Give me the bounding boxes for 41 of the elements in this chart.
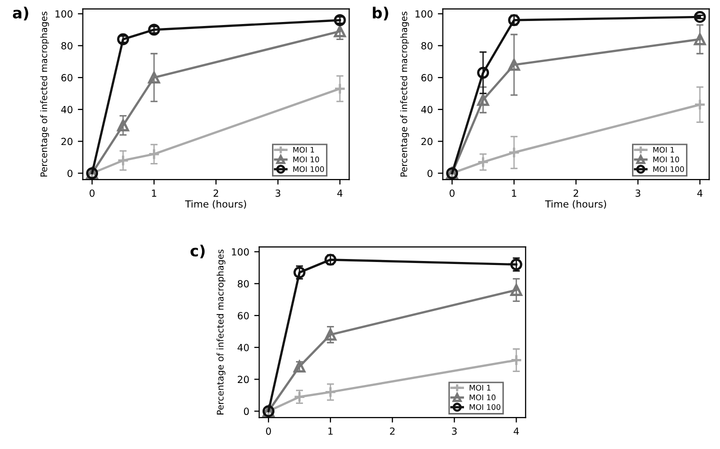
chart-title: a)	[12, 6, 28, 20]
y-tick-label: 0	[244, 408, 249, 416]
x-tick-label: 4	[337, 190, 342, 197]
x-tick-label: 2	[214, 189, 218, 197]
x-tick-label: 3	[276, 189, 280, 197]
x-tick-label: 4	[697, 190, 702, 197]
y-tick-label: 40	[421, 106, 432, 114]
x-tick-label: 0	[450, 189, 455, 197]
y-tick-label: 80	[238, 280, 249, 288]
x-tick-label: 0	[266, 427, 271, 435]
y-tick-label: 60	[421, 74, 432, 82]
x-tick-label: 3	[452, 427, 457, 435]
y-tick-label: 80	[61, 42, 72, 50]
x-tick-label: 3	[636, 189, 640, 197]
x-tick-label: 1	[328, 428, 333, 435]
y-axis-title: Percentage of infected macrophages	[400, 12, 409, 176]
x-tick-label: 2	[574, 189, 578, 197]
x-axis-title: Time (hours)	[545, 200, 606, 209]
y-tick-label: 60	[61, 74, 72, 82]
y-tick-label: 100	[416, 10, 432, 18]
y-axis-title: Percentage of infected macrophages	[40, 12, 49, 176]
y-axis-title: Percentage of infected macrophages	[216, 250, 226, 414]
x-tick-label: 0	[90, 189, 95, 197]
x-tick-label: 4	[514, 428, 519, 435]
x-tick-label: 1	[512, 190, 516, 197]
y-tick-label: 40	[238, 344, 249, 352]
y-tick-label: 60	[238, 312, 249, 320]
x-tick-label: 1	[152, 190, 156, 197]
y-tick-label: 20	[238, 376, 249, 384]
y-tick-label: 40	[61, 106, 72, 114]
y-tick-label: 20	[421, 138, 432, 146]
y-tick-label: 0	[68, 170, 72, 178]
x-tick-label: 2	[390, 427, 395, 435]
x-axis-title: Time (hours)	[185, 200, 246, 209]
y-tick-label: 100	[232, 248, 249, 256]
y-tick-label: 100	[56, 10, 72, 18]
y-tick-label: 0	[428, 170, 432, 178]
chart-title: c)	[190, 244, 205, 258]
y-tick-label: 20	[61, 138, 72, 146]
chart-title: b)	[372, 6, 388, 20]
y-tick-label: 80	[421, 42, 432, 50]
